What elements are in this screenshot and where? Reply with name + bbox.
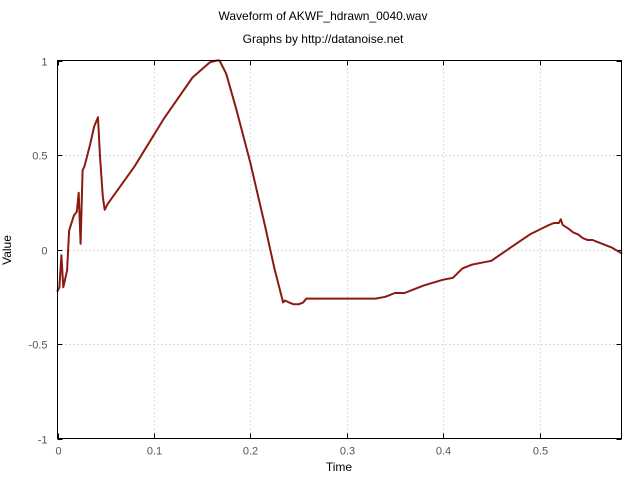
y-tick-label: -1 — [38, 435, 48, 447]
x-tick-label: 0.2 — [243, 446, 258, 458]
plot-frame — [57, 60, 622, 439]
plot-area — [56, 59, 623, 306]
x-axis-label: Time — [326, 460, 353, 474]
chart-title: Waveform of AKWF_hdrawn_0040.wav — [219, 9, 428, 23]
grid — [57, 60, 622, 439]
x-tick-label: 0.3 — [340, 446, 355, 458]
chart-subtitle: Graphs by http://datanoise.net — [243, 32, 404, 46]
waveform-line — [56, 59, 623, 306]
x-tick-label: 0.5 — [533, 446, 548, 458]
y-tick-label: 0.5 — [32, 151, 47, 163]
x-tick-label: 0.4 — [436, 446, 451, 458]
y-tick-label: -0.5 — [29, 340, 48, 352]
axis-ticks: 0 0.1 0.2 0.3 0.4 0.5 -1 -0.5 0 0.5 1 — [29, 57, 622, 458]
y-tick-label: 0 — [41, 246, 47, 258]
y-tick-label: 1 — [41, 57, 47, 69]
y-axis-label: Value — [0, 235, 14, 265]
x-tick-label: 0.1 — [147, 446, 162, 458]
x-tick-label: 0 — [55, 446, 61, 458]
